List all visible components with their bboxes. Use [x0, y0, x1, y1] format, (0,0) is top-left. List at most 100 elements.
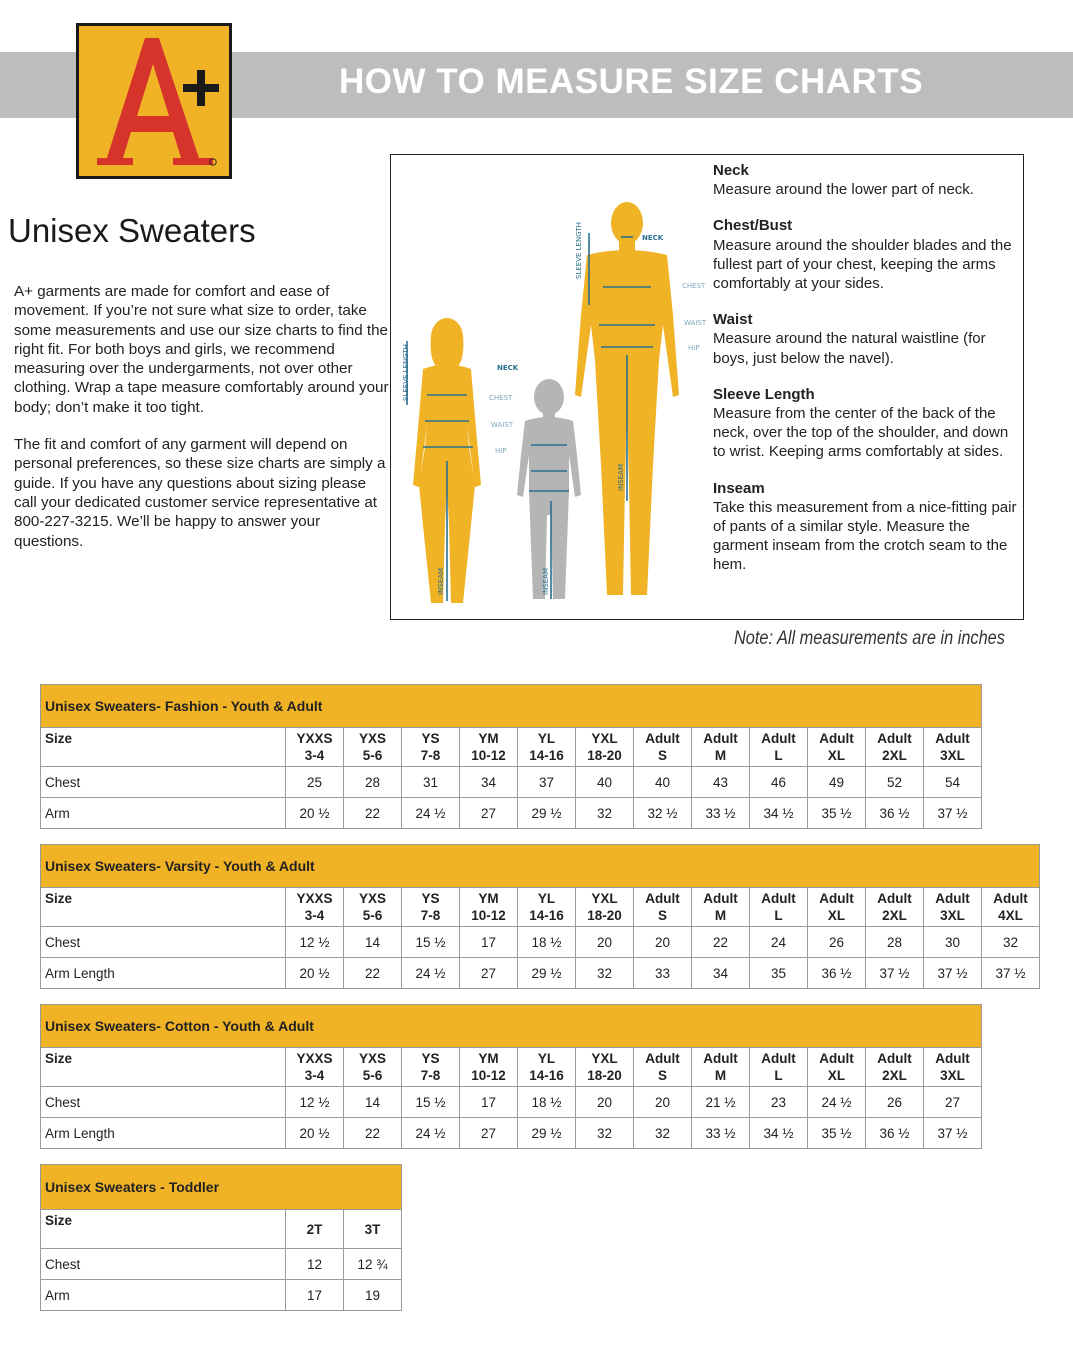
size-header-label: Size: [40, 1209, 286, 1249]
size-header-cell: YL 14-16: [517, 887, 576, 927]
intro-paragraph: A+ garments are made for comfort and eas…: [14, 283, 389, 416]
measurement-cell: 20 ½: [285, 1117, 344, 1149]
size-header-cell: YM 10-12: [459, 1047, 518, 1087]
neck-label: NECK: [642, 234, 664, 242]
table-caption: Unisex Sweaters- Cotton - Youth & Adult: [40, 1004, 982, 1048]
measurement-cell: 15 ½: [401, 1086, 460, 1118]
waist-label: WAIST: [684, 319, 707, 327]
measurement-cell: 12 ½: [285, 926, 344, 958]
measurement-cell: 37 ½: [865, 957, 924, 989]
table-caption: Unisex Sweaters- Varsity - Youth & Adult: [40, 844, 1040, 888]
measurement-cell: 36 ½: [865, 797, 924, 829]
measurement-cell: 24 ½: [807, 1086, 866, 1118]
size-header-cell: Adult 4XL: [981, 887, 1040, 927]
measurement-definitions: Neck Measure around the lower part of ne…: [713, 161, 1021, 592]
measurement-cell: 27: [459, 957, 518, 989]
size-header-cell: 3T: [343, 1209, 402, 1249]
measurement-cell: 22: [343, 957, 402, 989]
definition-sleeve-length: Sleeve Length Measure from the center of…: [713, 385, 1021, 462]
measurement-cell: 34: [459, 766, 518, 798]
size-header-cell: Adult XL: [807, 727, 866, 767]
definition-text: Take this measurement from a nice-fittin…: [713, 498, 1017, 574]
inseam-label-child: INSEAM: [542, 568, 550, 595]
measurement-cell: 14: [343, 1086, 402, 1118]
intro-paragraph: The fit and comfort of any garment will …: [14, 436, 386, 550]
measurement-note: Note: All measurements are in inches: [734, 628, 1005, 649]
measurement-cell: 12 ½: [285, 1086, 344, 1118]
measurement-cell: 29 ½: [517, 957, 576, 989]
inseam-label-woman: INSEAM: [437, 568, 445, 595]
size-header-cell: Adult M: [691, 727, 750, 767]
definition-text: Measure around the lower part of neck.: [713, 181, 974, 199]
size-header-cell: YXL 18-20: [575, 887, 634, 927]
measurement-cell: 40: [633, 766, 692, 798]
definition-text: Measure from the center of the back of t…: [713, 405, 1009, 461]
size-header-cell: Adult L: [749, 727, 808, 767]
size-header-cell: YXL 18-20: [575, 1047, 634, 1087]
definition-neck: Neck Measure around the lower part of ne…: [713, 161, 1021, 199]
definition-text: Measure around the shoulder blades and t…: [713, 236, 1012, 293]
size-header-cell: YXXS 3-4: [285, 887, 344, 927]
size-header-cell: Adult 2XL: [865, 727, 924, 767]
measurement-cell: 20 ½: [285, 797, 344, 829]
measurement-cell: 31: [401, 766, 460, 798]
table-caption: Unisex Sweaters- Fashion - Youth & Adult: [40, 684, 982, 728]
measurement-cell: 34 ½: [749, 797, 808, 829]
size-header-cell: YXL 18-20: [575, 727, 634, 767]
size-header-cell: Adult 3XL: [923, 727, 982, 767]
measurement-cell: 35 ½: [807, 1117, 866, 1149]
table-row: Arm 20 ½ 22 24 ½ 27 29 ½ 32 32 ½ 33 ½ 34 ½ 35 ½ 36 …: [40, 797, 982, 829]
intro-text: A+ garments are made for comfort and eas…: [14, 282, 389, 569]
table-row: Chest 12 ½ 14 15 ½ 17 18 ½ 20 20 22 24 26 28 30 32: [40, 926, 1040, 958]
size-header-cell: YS 7-8: [401, 727, 460, 767]
measurement-cell: 35: [749, 957, 808, 989]
measurement-cell: 28: [343, 766, 402, 798]
neck-label-woman: NECK: [497, 364, 519, 372]
measurement-cell: 19: [343, 1279, 402, 1311]
table-row: Arm Length 20 ½ 22 24 ½ 27 29 ½ 32 32 33 ½ 34 ½ 35…: [40, 1117, 982, 1149]
inseam-label: INSEAM: [617, 464, 625, 491]
measurement-cell: 22: [343, 797, 402, 829]
child-figure: [517, 379, 581, 599]
row-label: Chest: [40, 1248, 286, 1280]
measurement-cell: 23: [749, 1086, 808, 1118]
measurement-cell: 20: [575, 1086, 634, 1118]
measurement-cell: 46: [749, 766, 808, 798]
definition-term: Inseam: [713, 479, 765, 497]
measurement-cell: 27: [459, 1117, 518, 1149]
size-header-cell: YS 7-8: [401, 1047, 460, 1087]
chest-label-woman: CHEST: [489, 394, 513, 402]
chest-label: CHEST: [682, 282, 706, 290]
measurement-cell: 32: [633, 1117, 692, 1149]
size-header-cell: YXS 5-6: [343, 1047, 402, 1087]
measurement-cell: 21 ½: [691, 1086, 750, 1118]
definition-term: Waist: [713, 311, 753, 329]
size-header-cell: YL 14-16: [517, 1047, 576, 1087]
table-row: Chest 12 12 ¾: [40, 1248, 402, 1280]
size-chart-table: Unisex Sweaters - Toddler Size 2T 3T Chest 12…: [40, 1164, 402, 1311]
size-header-cell: YXXS 3-4: [285, 1047, 344, 1087]
size-header-label: Size: [40, 887, 286, 927]
size-header-cell: Adult 2XL: [865, 887, 924, 927]
row-label: Arm Length: [40, 957, 286, 989]
measurement-cell: 32: [575, 1117, 634, 1149]
measurement-cell: 18 ½: [517, 926, 576, 958]
a-plus-logo-icon: [97, 38, 219, 166]
size-chart-table: Unisex Sweaters- Varsity - Youth & Adult…: [40, 844, 1040, 989]
size-header-cell: YXXS 3-4: [285, 727, 344, 767]
adult-man-figure: [575, 202, 679, 595]
size-header-cell: Adult 3XL: [923, 1047, 982, 1087]
measurement-cell: 24 ½: [401, 957, 460, 989]
measurement-cell: 24 ½: [401, 797, 460, 829]
section-title: Unisex Sweaters: [8, 212, 256, 249]
measurement-cell: 17: [459, 1086, 518, 1118]
measurement-cell: 26: [807, 926, 866, 958]
definition-text: Measure around the natural waistline (fo…: [713, 330, 986, 367]
size-header-cell: 2T: [285, 1209, 344, 1249]
measurement-cell: 34: [691, 957, 750, 989]
size-header-cell: YM 10-12: [459, 727, 518, 767]
measurement-cell: 15 ½: [401, 926, 460, 958]
measurement-cell: 22: [691, 926, 750, 958]
measurement-cell: 43: [691, 766, 750, 798]
measurement-cell: 37: [517, 766, 576, 798]
